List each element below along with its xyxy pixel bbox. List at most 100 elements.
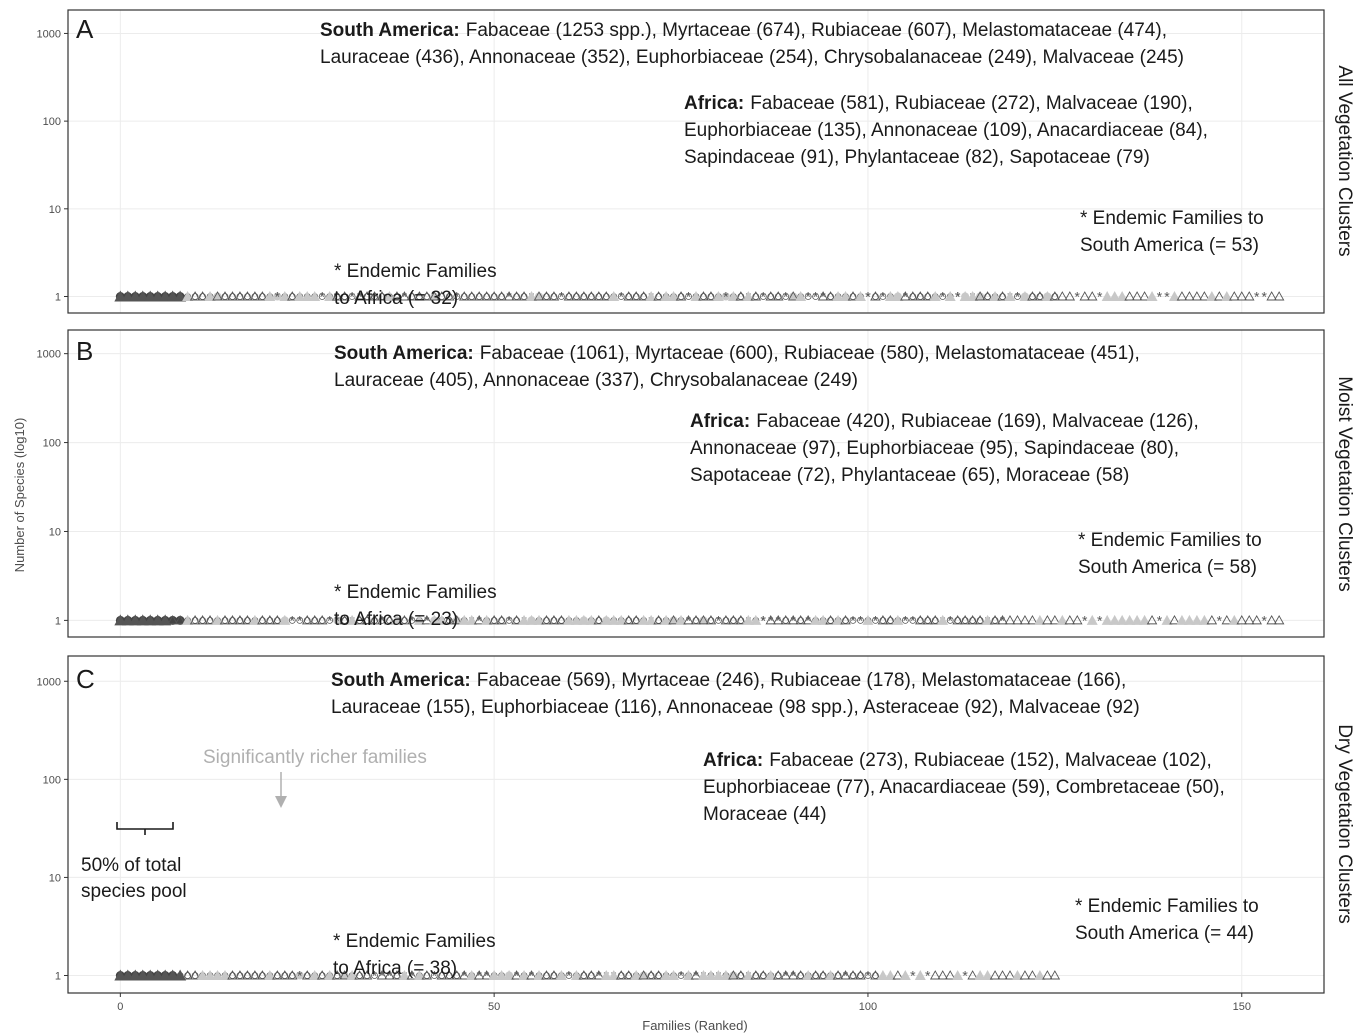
- panel-a-af-point-52: *: [506, 289, 512, 305]
- panel-b-sa-point-51: [496, 614, 507, 625]
- panel-a-y-tick-label-0: 1: [55, 292, 61, 304]
- panel-a-sa-point-134: [1116, 291, 1128, 302]
- panel-c-sa-point-89: [780, 970, 791, 980]
- panel-c-sa-point-36: [384, 970, 395, 980]
- panel-b-sa-point-70: [638, 614, 650, 625]
- panel-b-sa-point-126: [1056, 614, 1068, 625]
- panel-a-af-point-76: [685, 293, 692, 300]
- panel-a-af-point-90: [789, 292, 798, 301]
- panel-b-sa-point-7: [167, 614, 178, 625]
- panel-c-sa-point-59: [555, 969, 567, 980]
- panel-a-sa-point-75: [675, 291, 687, 301]
- panel-a-sa-point-143: [1184, 291, 1195, 301]
- panel-b-sa-point-121: [1019, 614, 1031, 625]
- panel-b-sa-point-141: [1169, 614, 1180, 625]
- panel-b-af-point-7: [168, 615, 178, 625]
- panel-b-sa-point-125: [1049, 614, 1061, 625]
- panel-a-sa-point-39: [406, 291, 418, 301]
- panel-b-sa-point-40: [413, 614, 425, 625]
- panel-b-sa-point-100: [862, 614, 874, 625]
- panel-a-sa-point-113: [959, 291, 971, 302]
- panel-c-af-point-34: [371, 972, 378, 979]
- panel-a-sa-point-10: [189, 291, 201, 301]
- panel-a-af-point-89: [782, 293, 790, 300]
- panel-c-sa-point-70: [638, 970, 649, 980]
- panel-c-sa-point-125: [1049, 970, 1061, 980]
- panel-c-sa-point-79: [705, 969, 717, 980]
- panel-a-sa-point-82: [727, 291, 739, 302]
- panel-a-sa-point-13: [212, 291, 223, 301]
- panel-a-sa-point-24: [294, 291, 306, 302]
- panel-a-sa-point-36: [383, 291, 395, 302]
- panel-a-af-point-59: [558, 293, 565, 300]
- panel-a-sa-point-155: [1273, 291, 1285, 301]
- panel-a-sa-point-60: [563, 291, 575, 301]
- panel-a-sa-point-145: [1199, 291, 1210, 301]
- panel-c-sa-point-45: [451, 970, 463, 980]
- panel-a-sa-point-31: *: [349, 289, 355, 305]
- panel-c-af-point-30: [340, 971, 349, 980]
- panel-a-sa-point-20: [264, 291, 276, 302]
- panel-b-sa-point-119: [1004, 614, 1016, 625]
- panel-a-sa-point-127: [1064, 291, 1076, 301]
- panel-b-sa-point-28: *: [327, 612, 333, 628]
- panel-b-sa-point-12: [204, 614, 216, 625]
- panel-a-sa-families: Fabaceae (1253 spp.), Myrtaceae (674), R…: [466, 20, 1167, 41]
- panel-b-sa-point-134: [1116, 614, 1128, 625]
- panel-a-sa-point-115: [974, 291, 986, 301]
- panel-b-sa-point-21: [272, 614, 283, 625]
- panel-c-sa-point-43: [436, 970, 448, 980]
- panel-c-sa-point-14: [219, 969, 231, 980]
- panel-b-af-point-23: [288, 616, 296, 624]
- panel-b-sa-point-31: [346, 614, 358, 625]
- panel-c-sa-point-33: [361, 970, 373, 980]
- panel-b-sa-point-53: [511, 614, 522, 625]
- panel-a-sa-point-98: [847, 291, 859, 301]
- panel-a-sa-point-106: [907, 291, 919, 301]
- panel-a-sa-point-14: [219, 291, 231, 301]
- panel-b-sa-point-122: [1027, 614, 1038, 625]
- panel-a-sa-point-100: *: [865, 289, 871, 305]
- panel-c-sa-point-76: [683, 969, 695, 980]
- panel-a-sa-point-72: [653, 291, 664, 301]
- panel-b-sa-point-118: [997, 614, 1008, 625]
- panel-a-sa-point-71: [645, 291, 657, 302]
- panel-a-sa-point-58: [548, 291, 560, 301]
- panel-a-endemic-af-1: * Endemic Families: [334, 261, 497, 282]
- panel-c-sa-point-106: *: [910, 967, 916, 983]
- panel-b-y-tick-label-3: 1000: [37, 349, 61, 361]
- panel-b-sa-point-14: [219, 614, 231, 625]
- panel-a-sa-point-140: *: [1164, 289, 1170, 305]
- panel-b-sa-point-99: *: [858, 612, 864, 628]
- panel-b-sa-point-137: [1139, 614, 1151, 625]
- panel-c-sa-point-17: [242, 970, 253, 980]
- panel-b-border: [67, 329, 1325, 638]
- panel-b-sa-point-145: [1198, 614, 1210, 625]
- panel-c-sa-point-68: [623, 970, 634, 980]
- x-axis: 0 50 100 150: [117, 993, 1251, 1013]
- panel-b-sa-point-105: *: [903, 612, 909, 628]
- panel-c-af-point-82: [729, 971, 738, 980]
- panel-a-sa-point-141: [1168, 291, 1180, 302]
- panel-b-sa-point-73: [660, 614, 672, 625]
- panel-b-sa-point-83: [735, 614, 747, 625]
- panel-c-af-point-24: [295, 971, 304, 980]
- panel-c-sa-point-101: [870, 970, 881, 980]
- panel-b-sa-point-120: [1012, 614, 1023, 625]
- panel-a-sa-point-81: *: [723, 289, 729, 305]
- panel-b-sa-point-148: [1221, 614, 1233, 625]
- panel-a-sa-point-21: *: [275, 289, 281, 305]
- panel-b-sa-point-91: [795, 614, 806, 625]
- panel-c-sa-point-10: [189, 970, 201, 980]
- panel-a-sa-point-15: [227, 291, 238, 301]
- panel-b-sa-point-69: [630, 614, 642, 625]
- panel-a-sa-point-18: [249, 291, 261, 301]
- panel-a-sa-point-23: [287, 291, 298, 301]
- panel-b-sa-point-102: [877, 614, 889, 625]
- panel-c-sa-point-116: [982, 969, 994, 980]
- panel-c-af-point-77: *: [693, 967, 699, 983]
- panel-c-af-point-36: *: [387, 967, 393, 983]
- panel-c-pool-1: 50% of total: [81, 855, 181, 876]
- panel-a-sa-point-66: [608, 291, 620, 302]
- panel-b-sa-point-95: [825, 614, 836, 625]
